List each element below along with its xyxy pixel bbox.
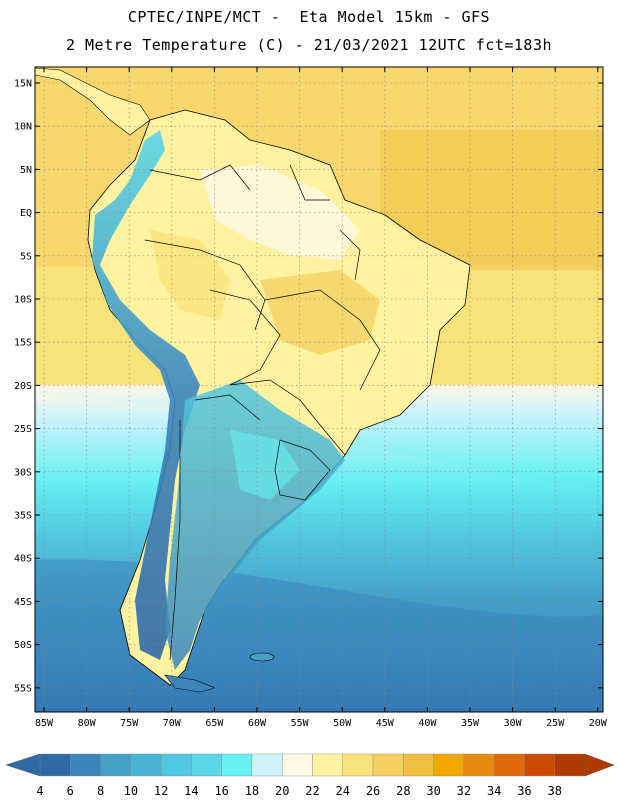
pampas-region [230,430,300,500]
chart-title-variable: 2 Metre Temperature (C) - 21/03/2021 12U… [65,36,553,54]
colorbar-swatch [342,753,374,777]
colorbar-label: 18 [245,784,259,798]
colorbar-swatch [372,753,404,777]
latitude-labels: 15N 10N 5N EQ 5S 10S 15S 20S 25S 30S 35S 40S 45S 50S 5… [14,79,32,695]
colorbar [5,753,615,777]
colorbar-left-arrow [5,753,41,777]
colorbar-label: 22 [305,784,319,798]
temperature-field [35,67,603,712]
colorbar-label: 36 [517,784,531,798]
latitude-label: 15S [14,338,32,349]
longitude-label: 80W [78,718,97,729]
latitude-label: 55S [14,683,32,694]
longitude-label: 35W [461,718,480,729]
longitude-label: 45W [376,718,395,729]
colorbar-swatch [282,753,313,777]
longitude-label: 30W [504,718,523,729]
colorbar-swatch [403,753,434,777]
colorbar-swatch [130,753,162,777]
latitude-label: 5N [20,165,32,176]
colorbar-right-arrow [584,753,615,777]
longitude-label: 20W [589,718,608,729]
colorbar-label: 6 [67,784,74,798]
andes-cold-region [92,130,200,660]
colorbar-swatch [463,753,495,777]
latitude-label: 20S [14,381,32,392]
colorbar-swatch [191,753,222,777]
colorbar-label: 28 [396,784,410,798]
latitude-label: 10N [14,122,32,133]
latitude-label: 10S [14,295,32,306]
amazon-region [200,165,360,260]
axis-ticks [35,67,603,712]
longitude-label: 50W [333,718,352,729]
longitude-label: 55W [291,718,310,729]
latitude-label: 25S [14,424,32,435]
western-amazon-region [150,230,230,320]
colorbar-swatch [251,753,283,777]
latitude-label: 5S [20,251,32,262]
central-brazil-region [260,270,380,355]
colorbar-label: 10 [124,784,138,798]
colorbar-label: 32 [457,784,471,798]
colorbar-label: 24 [336,784,350,798]
falkland-islands [249,652,275,662]
colorbar-labels: 4 6 8 10 12 14 16 18 20 22 24 26 28 30 32 34 36 38 [36,784,562,798]
longitude-labels: 85W 80W 75W 70W 65W 60W 55W 50W 45W 40W 35W 30W 25W 2… [35,718,608,729]
longitude-label: 40W [418,718,437,729]
country-borders [144,164,381,661]
latitude-label: 40S [14,554,32,565]
latitude-label: 50S [14,640,32,651]
longitude-label: 85W [35,718,54,729]
colorbar-label: 30 [426,784,440,798]
latitude-label: 15N [14,79,32,90]
colorbar-swatch [433,753,465,777]
longitude-label: 60W [248,718,267,729]
longitude-label: 65W [205,718,224,729]
longitude-label: 75W [120,718,139,729]
colorbar-label: 26 [366,784,380,798]
colorbar-swatch [554,753,586,777]
colorbar-swatch [39,753,71,777]
colorbar-swatch [70,753,101,777]
latitude-label: 30S [14,467,32,478]
colorbar-label: 34 [487,784,501,798]
latitude-label: 35S [14,511,32,522]
latitude-label: EQ [20,208,32,219]
latitude-label: 45S [14,597,32,608]
colorbar-swatch [100,753,132,777]
colorbar-swatch [221,753,253,777]
southern-cone-cool-region [165,380,345,670]
colorbar-swatch [160,753,192,777]
graticule [35,67,603,712]
colorbar-swatch [493,753,525,777]
colorbar-label: 20 [275,784,289,798]
colorbar-label: 8 [97,784,104,798]
colorbar-label: 4 [36,784,43,798]
colorbar-label: 38 [547,784,561,798]
colorbar-label: 16 [214,784,228,798]
colorbar-swatch [312,753,343,777]
map-frame [34,66,604,713]
colorbar-swatch [524,753,555,777]
chart-title-model: CPTEC/INPE/MCT - Eta Model 15km - GFS [127,8,491,26]
longitude-label: 25W [546,718,565,729]
central-america-landmass [35,67,151,136]
colorbar-label: 14 [184,784,198,798]
longitude-label: 70W [163,718,182,729]
colorbar-label: 12 [154,784,168,798]
